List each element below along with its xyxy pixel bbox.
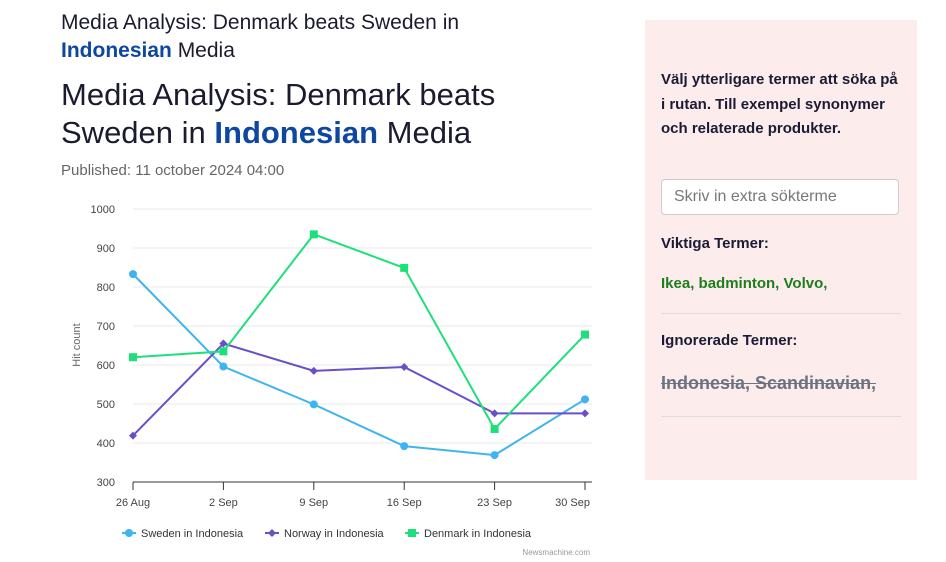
norway-data-point [581,409,589,418]
divider [661,416,901,417]
sweden-data-point [219,362,228,371]
denmark-data-point [219,347,228,356]
x-tick-label: 2 Sep [209,497,238,509]
norway-data-point [129,431,137,440]
important-terms-label: Viktiga Termer: [661,235,769,252]
norway-series-line [132,342,585,437]
sidebar-intro: Välj ytterligare termer att söka på i ru… [661,71,898,137]
denmark-data-point [400,263,409,272]
x-tick-label: 26 Aug [116,497,150,509]
norway-data-point [400,362,409,371]
sweden-legend-label: Sweden in Indonesia [141,528,244,540]
x-tick-label: 30 Sep [555,497,590,509]
norway-data-point [309,366,318,375]
y-tick-label: 300 [97,477,115,489]
y-tick-label: 400 [97,438,115,450]
norway-legend-marker [268,529,276,537]
y-tick-label: 800 [97,282,115,294]
sweden-series-line [132,273,586,457]
denmark-legend-label: Denmark in Indonesia [424,528,532,540]
denmark-data-point [581,330,589,339]
x-tick-label: 16 Sep [387,497,422,509]
sweden-data-point [581,395,589,404]
divider [661,313,901,314]
line-chart: 1000 900 800 700 600 500 400 300 Hit count 26 Aug… [71,204,592,557]
small-title: Media Analysis: Denmark beats Sweden in … [61,11,460,62]
extra-term-input[interactable] [661,179,899,215]
sidebar-panel: Välj ytterligare termer att söka på i ru… [645,20,917,480]
denmark-data-point [309,230,318,239]
ignored-terms-label: Ignorerade Termer: [661,332,798,349]
x-tick-label: 9 Sep [299,497,328,509]
page-title: Media Analysis: Denmark beats Sweden in … [61,77,496,150]
x-tick-label: 23 Sep [477,497,512,509]
norway-data-point [219,339,228,348]
denmark-data-point [490,424,499,433]
ignored-terms: Indonesia, Scandinavian, [661,373,877,393]
chart-credit: Newsmachine.com [522,548,590,557]
y-tick-label: 700 [97,321,115,333]
y-tick-label: 900 [97,243,115,255]
denmark-data-point [129,353,137,362]
sweden-data-point [309,400,318,409]
important-terms: Ikea, badminton, Volvo, [661,275,828,292]
sweden-legend-marker [125,529,133,537]
sweden-data-point [400,442,409,451]
sweden-data-point [490,451,499,460]
sweden-data-point [129,270,137,279]
denmark-series-line [132,233,586,431]
denmark-legend-marker [408,529,416,537]
y-tick-label: 1000 [91,204,115,216]
norway-data-point [490,409,499,418]
norway-legend-label: Norway in Indonesia [284,528,385,540]
published-date: Published: 11 october 2024 04:00 [61,162,285,179]
y-tick-label: 500 [97,399,115,411]
y-axis-label: Hit count [71,323,83,366]
y-tick-label: 600 [97,360,115,372]
